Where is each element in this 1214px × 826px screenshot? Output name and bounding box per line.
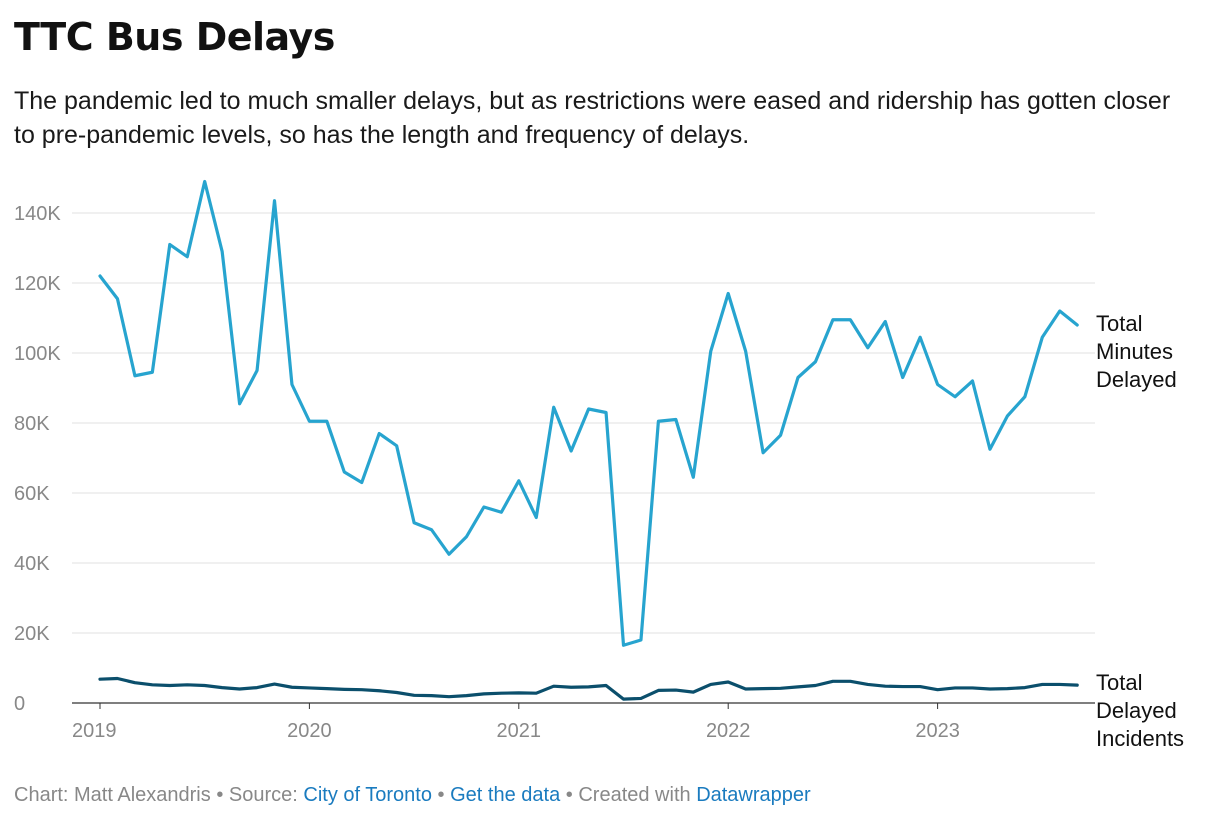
- x-tick-label: 2019: [72, 720, 117, 742]
- x-tick-label: 2022: [706, 720, 751, 742]
- series-labels: Total Minutes Delayed Total Delayed Incidents: [1096, 311, 1184, 751]
- series-label-line: Total: [1096, 311, 1142, 336]
- y-tick-label: 60K: [14, 483, 50, 505]
- footer-created-prefix: Created with: [578, 784, 691, 806]
- series-label-line: Minutes: [1096, 339, 1173, 364]
- y-tick-label: 80K: [14, 413, 50, 435]
- footer-separator: •: [437, 784, 445, 806]
- y-tick-label: 140K: [14, 203, 61, 225]
- x-tick-label: 2023: [915, 720, 960, 742]
- chart-title: TTC Bus Delays: [14, 15, 335, 59]
- y-tick-label: 0: [14, 693, 25, 715]
- footer-source-prefix: Source:: [228, 784, 298, 806]
- footer-separator: •: [565, 784, 573, 806]
- series-label-line: Delayed: [1096, 367, 1177, 392]
- series-label-line: Delayed: [1096, 698, 1177, 723]
- y-tick-label: 120K: [14, 273, 61, 295]
- get-data-link[interactable]: Get the data: [450, 784, 561, 806]
- chart-footer: Chart: Matt Alexandris • Source: City of…: [14, 784, 811, 807]
- x-axis-ticks: 2019 2020 2021 2022 2023: [72, 703, 960, 742]
- series-line-minutes-delayed: [98, 179, 1079, 647]
- y-tick-label: 100K: [14, 343, 61, 365]
- series-label-line: Incidents: [1096, 726, 1184, 751]
- chart-subtitle: The pandemic led to much smaller delays,…: [14, 87, 1171, 149]
- footer-credit: Chart: Matt Alexandris: [14, 784, 211, 806]
- footer-separator: •: [216, 784, 224, 806]
- y-axis-ticks: 0 20K 40K 60K 80K 100K 120K 140K: [14, 203, 61, 715]
- series-lines: [98, 179, 1079, 701]
- source-link[interactable]: City of Toronto: [303, 784, 432, 806]
- series-line-delayed-incidents: [98, 676, 1079, 701]
- datawrapper-link[interactable]: Datawrapper: [696, 784, 811, 806]
- y-tick-label: 20K: [14, 623, 50, 645]
- x-tick-label: 2020: [287, 720, 332, 742]
- y-tick-label: 40K: [14, 553, 50, 575]
- x-tick-label: 2021: [497, 720, 542, 742]
- series-label-line: Total: [1096, 670, 1142, 695]
